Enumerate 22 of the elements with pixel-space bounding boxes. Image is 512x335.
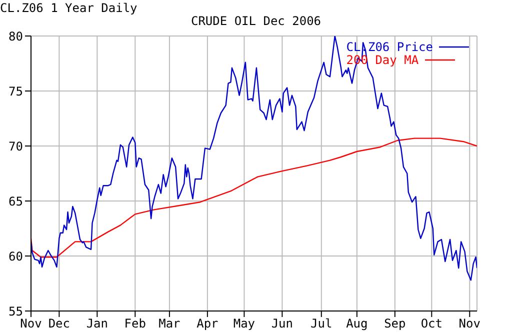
chart-title: CRUDE OIL Dec 2006 bbox=[190, 14, 322, 28]
y-tick-label: 60 bbox=[8, 249, 23, 264]
x-tick-label: May bbox=[233, 316, 256, 331]
x-tick-label: Jan bbox=[86, 316, 108, 331]
x-tick-label: Nov bbox=[458, 316, 480, 331]
y-tick-label: 75 bbox=[8, 84, 23, 98]
x-tick-label: Dec bbox=[48, 316, 70, 331]
x-tick-label: Jun bbox=[271, 316, 294, 331]
x-tick-label: Aug bbox=[346, 316, 368, 331]
y-tick-label: 65 bbox=[8, 194, 23, 208]
y-tick-label: 80 bbox=[8, 29, 23, 44]
y-tick-label: 55 bbox=[8, 304, 23, 318]
x-tick-label: Jul bbox=[310, 316, 332, 331]
x-tick-label: Mar bbox=[158, 316, 180, 331]
x-tick-label: Apr bbox=[196, 316, 218, 331]
x-tick-label: Feb bbox=[124, 316, 146, 331]
x-tick-label: Sep bbox=[384, 316, 406, 331]
line-series bbox=[31, 138, 477, 258]
x-tick-label: Oct bbox=[420, 316, 443, 331]
y-tick-label: 70 bbox=[8, 139, 23, 154]
x-tick-label: Nov bbox=[20, 316, 42, 331]
text: CL.Z06 1 Year Daily bbox=[0, 1, 138, 15]
